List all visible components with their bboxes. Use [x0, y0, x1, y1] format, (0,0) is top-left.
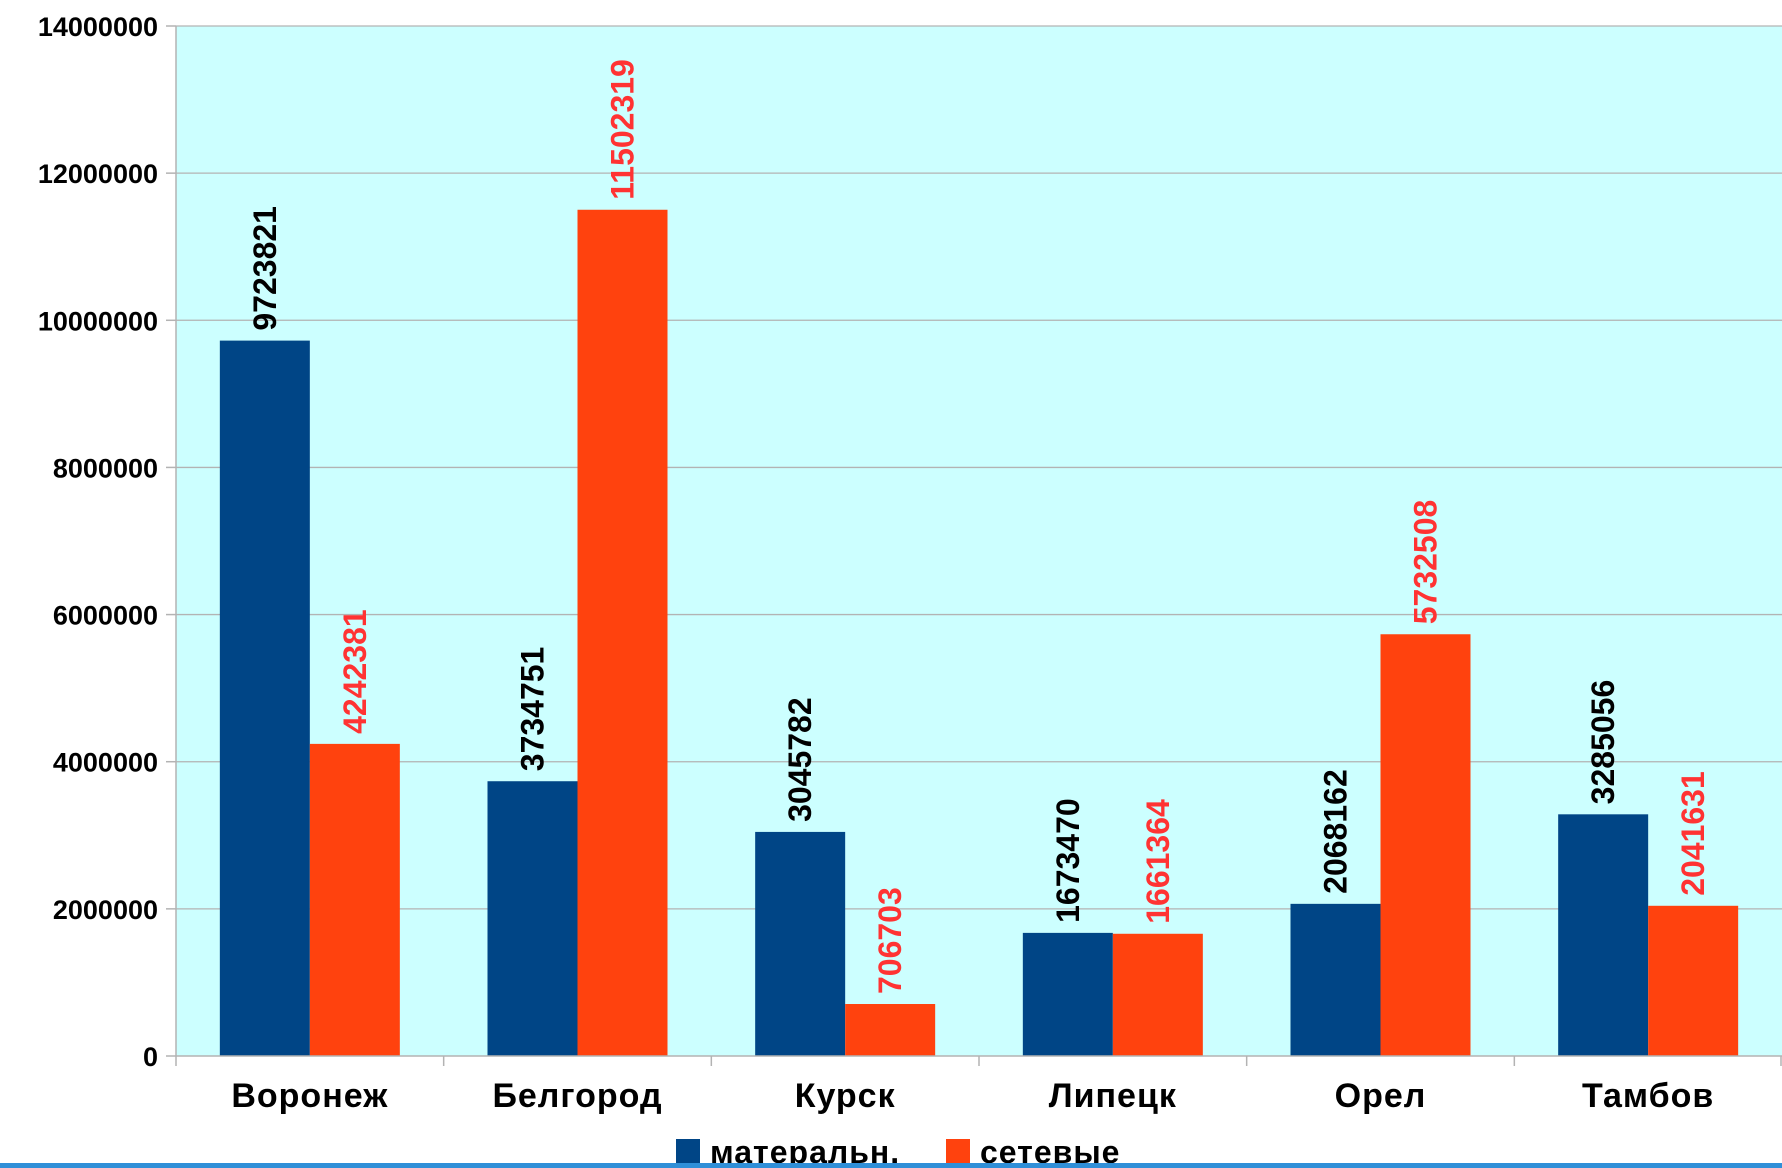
data-label: 3285056 [1585, 680, 1621, 805]
bar-materialn [1290, 903, 1381, 1056]
bar-setevye [577, 209, 668, 1057]
bar-setevye [1648, 905, 1739, 1056]
bar-setevye [309, 743, 400, 1056]
data-label: 706703 [872, 887, 908, 994]
x-tick-label: Липецк [1049, 1077, 1177, 1115]
grid-lines [166, 25, 1782, 1057]
bars [219, 209, 1739, 1057]
bar-materialn [219, 340, 310, 1056]
data-label: 3734751 [515, 647, 551, 772]
bar-materialn [1022, 932, 1113, 1056]
bottom-border [0, 1163, 1782, 1168]
data-label: 2068162 [1318, 769, 1354, 894]
bar-materialn [1558, 814, 1649, 1056]
axes [175, 26, 1782, 1066]
bar-materialn [487, 781, 578, 1056]
legend-swatch [676, 1139, 700, 1163]
y-tick-label: 14000000 [38, 12, 158, 42]
y-tick-label: 8000000 [53, 453, 158, 483]
x-tick-labels: Воронеж Белгород Курск Липецк Орел Тамбов [231, 1077, 1714, 1115]
x-tick-label: Орел [1335, 1077, 1427, 1115]
legend-swatch [946, 1139, 970, 1163]
y-tick-label: 0 [143, 1042, 158, 1072]
data-label: 4242381 [337, 609, 373, 734]
y-tick-label: 2000000 [53, 895, 158, 925]
x-tick-label: Тамбов [1582, 1077, 1714, 1115]
bar-setevye [1380, 634, 1471, 1056]
data-label: 11502319 [605, 59, 641, 200]
legend-label: сетевые [980, 1134, 1120, 1168]
y-tick-label: 6000000 [53, 601, 158, 631]
bar-materialn [755, 831, 846, 1056]
x-tick-label: Белгород [492, 1077, 662, 1115]
data-label: 3045782 [782, 697, 818, 822]
legend: матеральн. сетевые [676, 1134, 1120, 1168]
data-label: 2041631 [1675, 771, 1711, 896]
legend-label: матеральн. [710, 1134, 900, 1168]
data-labels: 9723821 4242381 3734751 11502319 3045782 7067… [247, 59, 1711, 994]
y-tick-label: 12000000 [38, 159, 158, 189]
x-tick-label: Воронеж [231, 1077, 388, 1115]
data-label: 9723821 [247, 206, 283, 331]
y-tick-labels: 0 2000000 4000000 6000000 8000000 10000000 120… [38, 12, 158, 1072]
data-label: 1673470 [1050, 798, 1086, 923]
y-tick-label: 4000000 [53, 748, 158, 778]
bar-setevye [845, 1004, 936, 1056]
data-label: 5732508 [1408, 500, 1444, 625]
data-label: 1661364 [1140, 799, 1176, 924]
y-tick-label: 10000000 [38, 306, 158, 336]
bar-setevye [1112, 933, 1203, 1056]
x-tick-label: Курск [795, 1077, 896, 1115]
plot-area [176, 26, 1782, 1056]
